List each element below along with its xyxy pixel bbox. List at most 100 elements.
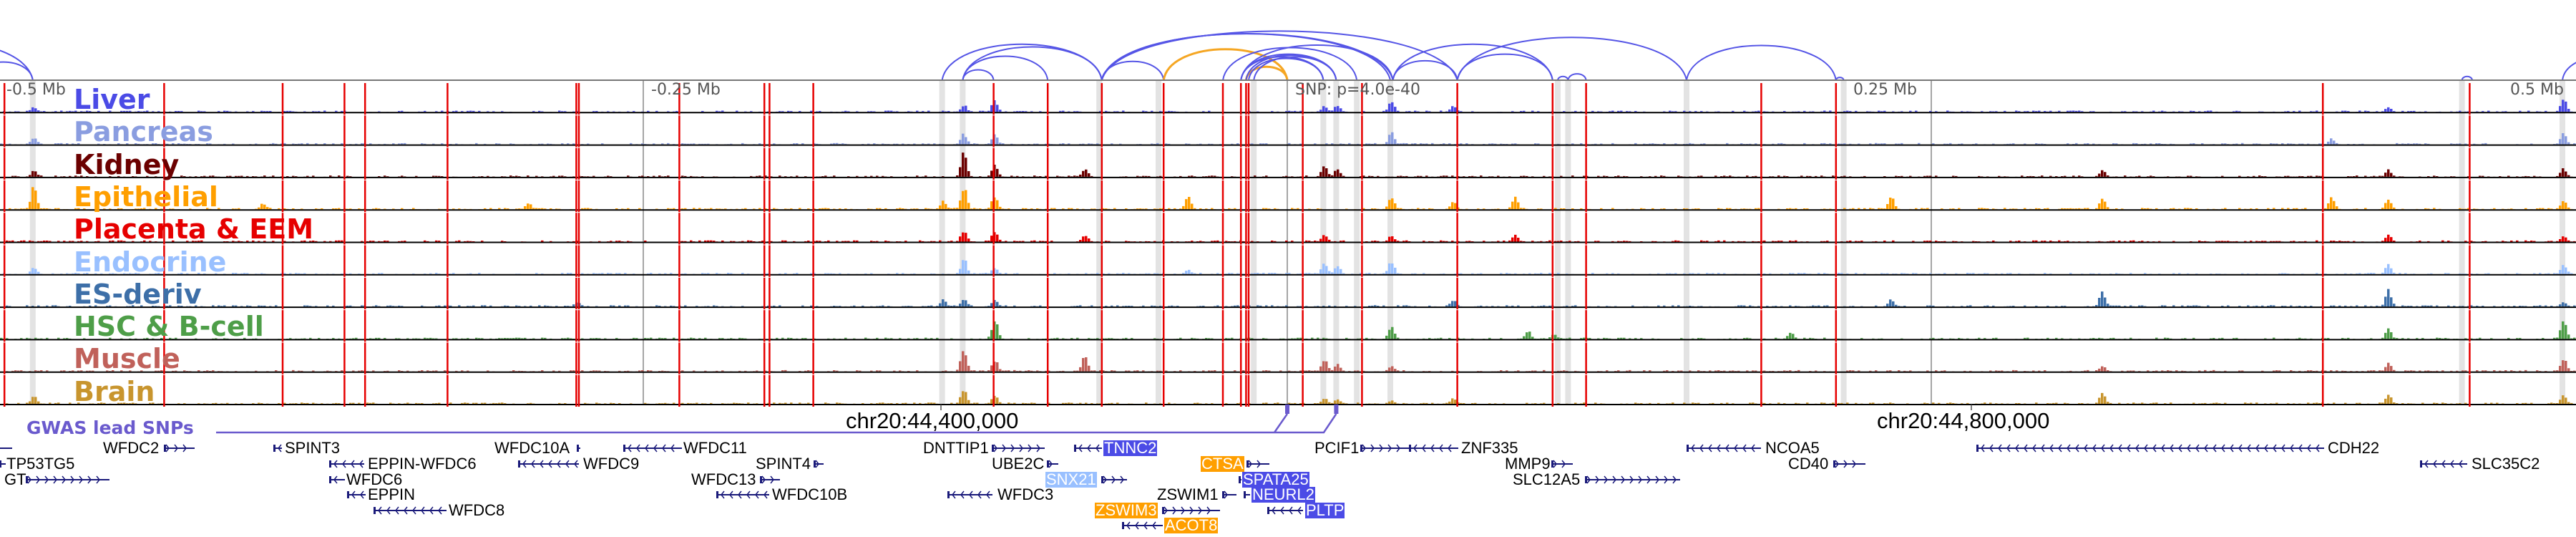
interaction-arc bbox=[1835, 77, 1845, 81]
strand-arrow-icon bbox=[729, 490, 733, 499]
gene-model bbox=[1246, 460, 1269, 468]
gene-label[interactable]: TP53TG5 bbox=[6, 455, 75, 473]
strand-arrow-icon bbox=[2238, 444, 2243, 453]
gene-label[interactable]: EPPIN bbox=[368, 485, 416, 503]
gene-label[interactable]: CDH22 bbox=[2328, 439, 2380, 457]
strand-arrow-icon bbox=[2092, 444, 2097, 453]
gene-label[interactable]: WFDC13 bbox=[691, 470, 756, 488]
strand-arrow-icon bbox=[1362, 444, 1366, 453]
strand-arrow-icon bbox=[1699, 444, 1704, 453]
strand-arrow-icon bbox=[2195, 444, 2200, 453]
signal-bars bbox=[6, 289, 2576, 307]
strand-arrow-icon bbox=[2015, 444, 2019, 453]
gwas-connector-line bbox=[216, 413, 1337, 434]
gene-model bbox=[1833, 460, 1865, 468]
strand-arrow-icon bbox=[557, 460, 561, 468]
gene-label[interactable]: WFDC6 bbox=[346, 470, 403, 488]
strand-arrow-icon bbox=[1843, 460, 1848, 468]
gene-label[interactable]: PCIF1 bbox=[1314, 439, 1360, 457]
strand-arrow-icon bbox=[2118, 444, 2122, 453]
strand-arrow-icon bbox=[2290, 444, 2294, 453]
gene-label[interactable]: SPATA25 bbox=[1242, 470, 1309, 488]
gene-exon bbox=[1246, 460, 1249, 468]
gene-label[interactable]: ZNF335 bbox=[1461, 439, 1518, 457]
gene-label[interactable]: WFDC10A bbox=[494, 439, 570, 457]
strand-arrow-icon bbox=[738, 490, 742, 499]
gene-label[interactable]: WFDC2 bbox=[103, 439, 160, 457]
gene-label[interactable]: SLC35C2 bbox=[2472, 455, 2540, 473]
signal-bars bbox=[6, 391, 2573, 404]
gene-label[interactable]: WFDC8 bbox=[449, 501, 505, 519]
gene-label[interactable]: UBE2C bbox=[992, 455, 1045, 473]
gene-label[interactable]: ZSWIM1 bbox=[1157, 485, 1219, 503]
strand-arrow-icon bbox=[761, 475, 766, 484]
strand-arrow-icon bbox=[27, 475, 31, 484]
strand-arrow-icon bbox=[1111, 475, 1116, 484]
gene-exon bbox=[760, 476, 762, 483]
interaction-arc bbox=[941, 43, 1103, 81]
gene-exon bbox=[1360, 445, 1362, 452]
gene-model bbox=[1101, 475, 1127, 484]
strand-arrow-icon bbox=[2247, 444, 2251, 453]
gene-label[interactable]: CD40 bbox=[1788, 455, 1829, 473]
gene-model bbox=[1244, 491, 1250, 498]
strand-arrow-icon bbox=[1198, 506, 1202, 515]
gene-exon bbox=[518, 460, 520, 468]
strand-arrow-icon bbox=[2433, 460, 2437, 468]
gene-label[interactable]: WFDC11 bbox=[683, 439, 747, 457]
gene-label[interactable]: SPINT3 bbox=[285, 439, 341, 457]
gene-label[interactable]: ZSWIM3 bbox=[1095, 501, 1158, 519]
strand-arrow-icon bbox=[1708, 444, 1712, 453]
strand-arrow-icon bbox=[2450, 460, 2454, 468]
gene-label[interactable]: GT bbox=[4, 470, 26, 488]
interaction-arc bbox=[0, 61, 34, 81]
strand-arrow-icon bbox=[1586, 475, 1591, 484]
signal-track-kidney bbox=[0, 147, 2576, 180]
strand-arrow-icon bbox=[1297, 506, 1302, 515]
track-label: Epithelial bbox=[74, 180, 218, 213]
gene-label[interactable]: DNTTIP1 bbox=[923, 439, 989, 457]
gene-label[interactable]: NCOA5 bbox=[1765, 439, 1820, 457]
strand-arrow-icon bbox=[1717, 444, 1721, 453]
signal-track-muscle bbox=[0, 342, 2576, 374]
strand-arrow-icon bbox=[548, 460, 552, 468]
gene-label[interactable]: EPPIN-WFDC6 bbox=[368, 455, 477, 473]
gwas-track-label: GWAS lead SNPs bbox=[26, 417, 194, 438]
strand-arrow-icon bbox=[429, 506, 434, 515]
strand-arrow-icon bbox=[1413, 444, 1418, 453]
strand-arrow-icon bbox=[2298, 444, 2303, 453]
strand-arrow-icon bbox=[1103, 475, 1107, 484]
gene-label[interactable]: WFDC10B bbox=[772, 485, 848, 503]
strand-arrow-icon bbox=[1396, 444, 1400, 453]
gene-label[interactable]: NEURL2 bbox=[1252, 485, 1315, 503]
strand-arrow-icon bbox=[1152, 521, 1156, 530]
strand-arrow-icon bbox=[1629, 475, 1634, 484]
gene-label[interactable]: SNX21 bbox=[1045, 470, 1097, 488]
strand-arrow-icon bbox=[2006, 444, 2011, 453]
gene-label[interactable]: SPINT4 bbox=[756, 455, 811, 473]
interaction-arc bbox=[1162, 48, 1289, 81]
gene-model bbox=[1122, 521, 1163, 530]
gene-label[interactable]: SLC12A5 bbox=[1513, 470, 1581, 488]
gene-label[interactable]: WFDC9 bbox=[583, 455, 640, 473]
gene-label[interactable]: WFDC3 bbox=[997, 485, 1054, 503]
gene-model bbox=[0, 460, 6, 468]
strand-arrow-icon bbox=[1989, 444, 1994, 453]
strand-arrow-icon bbox=[2127, 444, 2131, 453]
gene-model bbox=[1687, 444, 1761, 453]
gene-label[interactable]: TNNC2 bbox=[1103, 439, 1158, 457]
gene-model bbox=[518, 460, 579, 468]
gene-model bbox=[347, 490, 366, 499]
strand-arrow-icon bbox=[2307, 444, 2311, 453]
gene-model bbox=[1162, 506, 1220, 515]
gene-exon bbox=[623, 445, 625, 452]
strand-arrow-icon bbox=[1181, 506, 1185, 515]
gene-label[interactable]: MMP9 bbox=[1505, 455, 1551, 473]
gene-label[interactable]: ACOT8 bbox=[1164, 516, 1219, 534]
gene-exon bbox=[329, 476, 331, 483]
gene-label[interactable]: PLTP bbox=[1305, 501, 1345, 519]
gene-exon bbox=[814, 460, 816, 468]
gene-label[interactable]: CTSA bbox=[1201, 455, 1244, 473]
strand-arrow-icon bbox=[333, 460, 338, 468]
signal-track-es-deriv bbox=[0, 277, 2576, 310]
